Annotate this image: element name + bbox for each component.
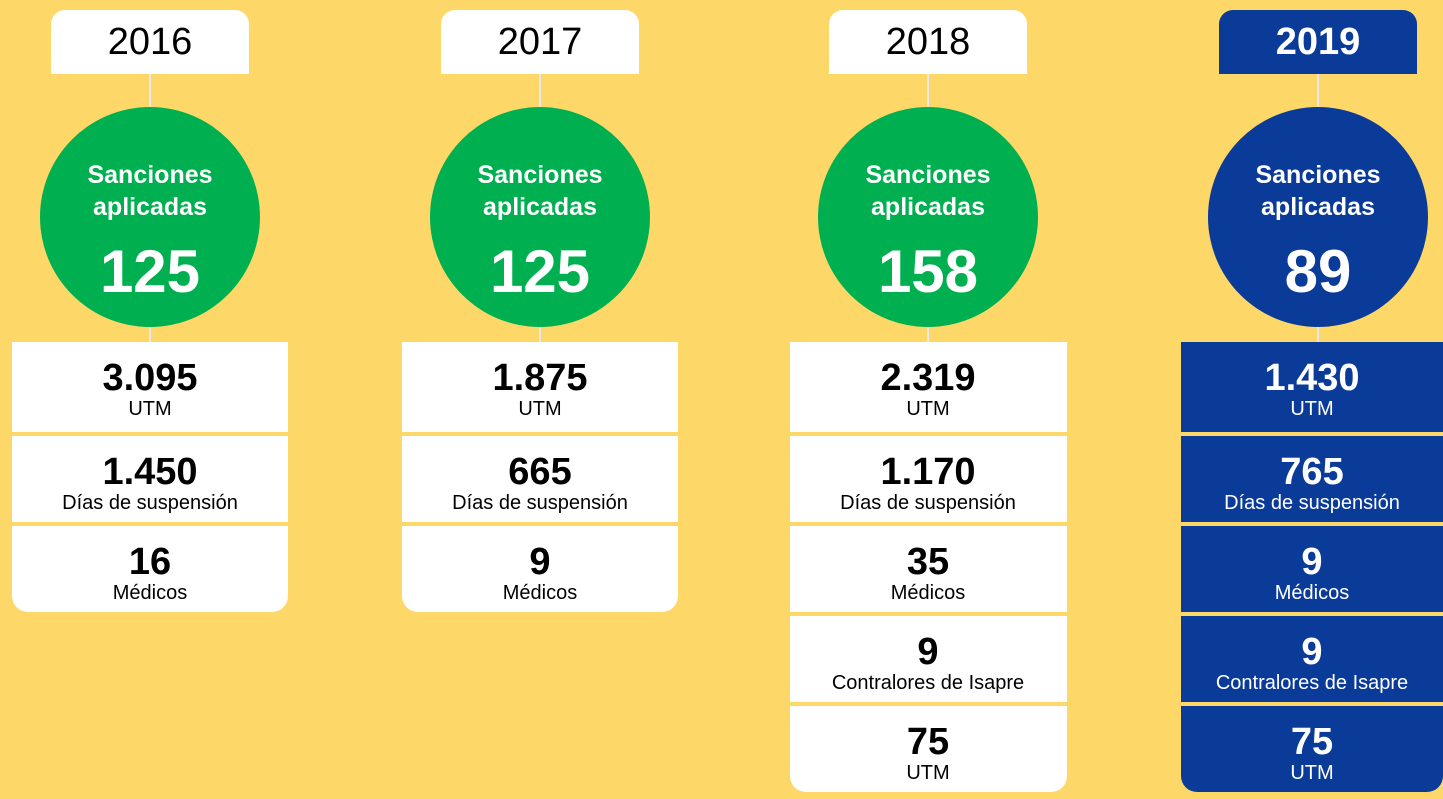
detail-row: 1.170 Días de suspensión: [789, 432, 1067, 522]
circle-total: 125: [99, 238, 201, 305]
detail-box: 3.095 UTM 1.450 Días de suspensión 16 Médicos: [12, 342, 288, 612]
detail-unit: UTM: [518, 398, 562, 420]
circle-label: Sanciones aplicadas: [477, 161, 603, 221]
detail-unit: Contralores de Isapre: [1215, 672, 1409, 694]
detail-value: 2.319: [880, 357, 976, 399]
detail-box: 1.875 UTM 665 Días de suspensión 9 Médicos: [402, 342, 678, 612]
circle-total: 89: [1284, 238, 1352, 305]
detail-value: 35: [906, 541, 950, 583]
detail-value: 1.430: [1264, 357, 1360, 399]
detail-row: 9 Contralores de Isapre: [1181, 612, 1443, 702]
detail-value: 75: [906, 721, 950, 763]
detail-unit: Médicos: [112, 582, 188, 604]
detail-value: 3.095: [102, 357, 198, 399]
detail-box: 2.319 UTM 1.170 Días de suspensión 35 Médicos…: [789, 342, 1067, 792]
detail-unit: Días de suspensión: [62, 492, 238, 514]
circle-total: 158: [877, 238, 979, 305]
detail-row: 1.875 UTM: [402, 342, 678, 432]
detail-unit: Días de suspensión: [840, 492, 1016, 514]
detail-value: 665: [508, 451, 572, 493]
sanctions-circle: Sanciones aplicadas 125: [430, 107, 650, 327]
detail-row: 9 Contralores de Isapre: [789, 612, 1067, 702]
detail-unit: UTM: [1290, 398, 1334, 420]
detail-value: 75: [1290, 721, 1334, 763]
detail-value: 9: [529, 541, 551, 583]
circle-label: Sanciones aplicadas: [865, 161, 991, 221]
circle-label: Sanciones aplicadas: [87, 161, 213, 221]
detail-value: 9: [1301, 541, 1323, 583]
detail-unit: Días de suspensión: [452, 492, 628, 514]
year-tab: 2018: [829, 10, 1027, 74]
detail-value: 9: [917, 631, 939, 673]
detail-value: 1.875: [492, 357, 588, 399]
detail-row: 75 UTM: [789, 702, 1067, 792]
year-tab: 2019: [1219, 10, 1417, 74]
detail-row: 16 Médicos: [12, 522, 288, 612]
detail-unit: UTM: [906, 398, 950, 420]
detail-value: 1.450: [102, 451, 198, 493]
circle-total: 125: [489, 238, 591, 305]
detail-row: 9 Médicos: [1181, 522, 1443, 612]
detail-value: 1.170: [880, 451, 976, 493]
detail-row: 1.430 UTM: [1181, 342, 1443, 432]
year-tab: 2016: [51, 10, 249, 74]
sanctions-circle: Sanciones aplicadas 158: [818, 107, 1038, 327]
detail-unit: Médicos: [1274, 582, 1350, 604]
detail-row: 75 UTM: [1181, 702, 1443, 792]
detail-value: 9: [1301, 631, 1323, 673]
detail-unit: UTM: [906, 762, 950, 784]
detail-value: 16: [128, 541, 172, 583]
sanctions-circle: Sanciones aplicadas 125: [40, 107, 260, 327]
detail-row: 765 Días de suspensión: [1181, 432, 1443, 522]
circle-label: Sanciones aplicadas: [1255, 161, 1381, 221]
detail-unit: Días de suspensión: [1224, 492, 1400, 514]
detail-row: 665 Días de suspensión: [402, 432, 678, 522]
detail-box: 1.430 UTM 765 Días de suspensión 9 Médicos 9 Co…: [1181, 342, 1443, 792]
detail-row: 3.095 UTM: [12, 342, 288, 432]
detail-row: 9 Médicos: [402, 522, 678, 612]
detail-unit: Médicos: [502, 582, 578, 604]
detail-value: 765: [1280, 451, 1344, 493]
detail-unit: Contralores de Isapre: [831, 672, 1025, 694]
sanctions-circle: Sanciones aplicadas 89: [1208, 107, 1428, 327]
detail-row: 2.319 UTM: [789, 342, 1067, 432]
detail-unit: UTM: [128, 398, 172, 420]
detail-unit: UTM: [1290, 762, 1334, 784]
detail-row: 1.450 Días de suspensión: [12, 432, 288, 522]
detail-unit: Médicos: [890, 582, 966, 604]
year-tab: 2017: [441, 10, 639, 74]
detail-row: 35 Médicos: [789, 522, 1067, 612]
